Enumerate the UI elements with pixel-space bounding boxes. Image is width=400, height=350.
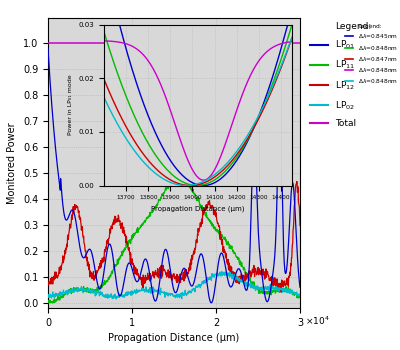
X-axis label: Propagation Distance (μm): Propagation Distance (μm) (108, 333, 240, 343)
Y-axis label: Monitored Power: Monitored Power (7, 122, 17, 204)
Legend: Legend:, $\Delta\lambda$=0.845nm, $\Delta\lambda$=0.848nm, $\Delta\lambda$=0.847: Legend:, $\Delta\lambda$=0.845nm, $\Delt… (345, 24, 398, 85)
X-axis label: Propagation Distance (μm): Propagation Distance (μm) (151, 206, 245, 212)
Legend: Legend:, LP$_{01}$, LP$_{11}$, LP$_{12}$, LP$_{02}$, Total: Legend:, LP$_{01}$, LP$_{11}$, LP$_{12}$… (310, 22, 371, 128)
Text: $\times10^4$: $\times10^4$ (305, 315, 330, 328)
Y-axis label: Power in LP₀₁ mode: Power in LP₀₁ mode (68, 75, 73, 135)
